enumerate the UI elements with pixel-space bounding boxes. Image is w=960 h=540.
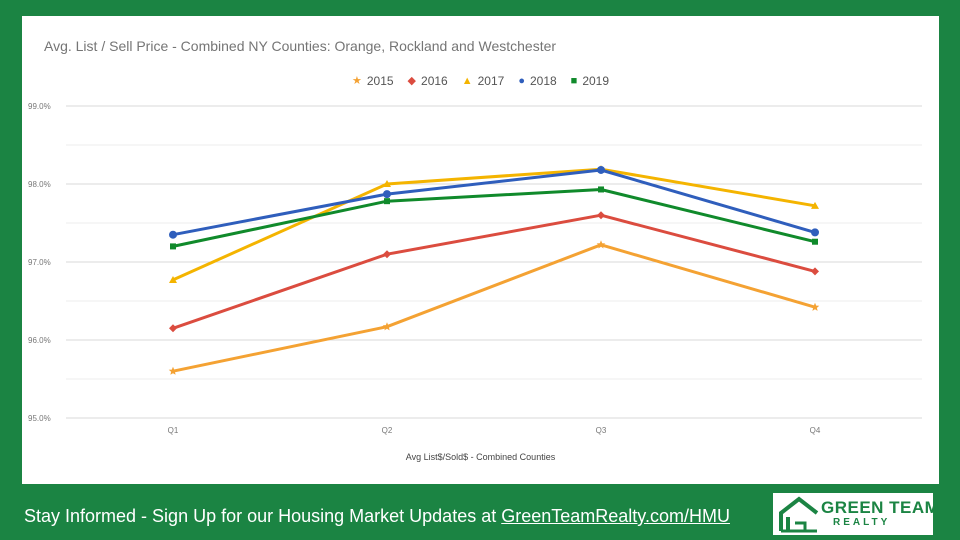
legend-label: 2016 <box>421 74 448 88</box>
data-point-2015-Q2 <box>382 322 392 331</box>
logo-text-secondary: REALTY <box>833 517 891 528</box>
data-point-2016-Q4 <box>811 267 819 276</box>
data-point-2015-Q1 <box>168 366 178 375</box>
series-line-2016 <box>172 213 816 330</box>
data-point-2019-Q4 <box>812 238 818 245</box>
data-point-2019-Q2 <box>384 198 390 205</box>
data-point-2017-Q4 <box>811 201 819 209</box>
data-point-2019-Q3 <box>598 186 604 193</box>
data-point-2015-Q3 <box>596 240 606 249</box>
chart-title: Avg. List / Sell Price - Combined NY Cou… <box>44 38 557 54</box>
house-icon <box>779 496 819 533</box>
data-point-2019-Q1 <box>170 243 176 250</box>
logo-text-primary: GREEN TEAM <box>821 498 940 517</box>
y-tick-label: 96.0% <box>28 336 51 345</box>
x-tick-label: Q3 <box>596 426 607 435</box>
line-chart: 95.0% 96.0% 97.0% 98.0% 99.0% Q1 Q2 Q3 Q4 <box>28 102 922 435</box>
y-tick-label: 98.0% <box>28 180 51 189</box>
x-tick-label: Q4 <box>810 426 821 435</box>
chart-panel: Avg. List / Sell Price - Combined NY Cou… <box>22 16 939 484</box>
star-marker-icon: ★ <box>351 74 362 87</box>
data-point-2017-Q1 <box>169 275 177 283</box>
data-point-2018-Q3 <box>597 165 605 174</box>
x-tick-label: Q2 <box>382 426 393 435</box>
data-point-2016-Q1 <box>169 324 177 333</box>
legend-item-2018: ● 2018 <box>518 74 556 88</box>
footer-banner: Stay Informed - Sign Up for our Housing … <box>24 506 730 527</box>
circle-marker-icon: ● <box>518 74 525 87</box>
footer-text: Stay Informed - Sign Up for our Housing … <box>24 506 502 526</box>
legend-item-2019: ■ 2019 <box>571 74 609 88</box>
data-point-2018-Q4 <box>811 228 819 237</box>
square-marker-icon: ■ <box>570 74 578 87</box>
series-line-2019 <box>172 188 816 248</box>
y-tick-label: 95.0% <box>28 414 51 423</box>
green-team-realty-logo: GREEN TEAM REALTY <box>773 493 939 535</box>
legend-label: 2018 <box>529 74 557 88</box>
diamond-marker-icon: ◆ <box>407 74 417 87</box>
data-point-2016-Q3 <box>597 211 605 220</box>
y-tick-label: 99.0% <box>28 102 51 111</box>
x-tick-label: Q1 <box>168 426 179 435</box>
legend-item-2015: ★ 2015 <box>352 74 394 88</box>
legend-label: 2015 <box>366 74 394 88</box>
y-tick-label: 97.0% <box>28 258 51 267</box>
data-point-2015-Q4 <box>810 302 820 311</box>
legend-label: 2017 <box>477 74 505 88</box>
series-line-2017 <box>172 167 816 282</box>
data-point-2016-Q2 <box>383 250 391 259</box>
series-line-2018 <box>172 168 816 237</box>
legend-label: 2019 <box>582 74 610 88</box>
series-line-2015 <box>172 243 816 373</box>
data-point-2017-Q2 <box>383 180 391 187</box>
x-axis-title: Avg List$/Sold$ - Combined Counties <box>405 452 556 462</box>
triangle-marker-icon: ▲ <box>461 74 473 87</box>
legend: ★ 2015 ◆ 2016 ▲ 2017 ● 2018 ■ 2019 <box>22 74 939 88</box>
data-point-2018-Q1 <box>169 230 177 239</box>
hmu-link[interactable]: GreenTeamRealty.com/HMU <box>501 506 730 526</box>
legend-item-2017: ▲ 2017 <box>462 74 505 88</box>
legend-item-2016: ◆ 2016 <box>408 74 448 88</box>
data-point-2018-Q2 <box>383 190 391 199</box>
